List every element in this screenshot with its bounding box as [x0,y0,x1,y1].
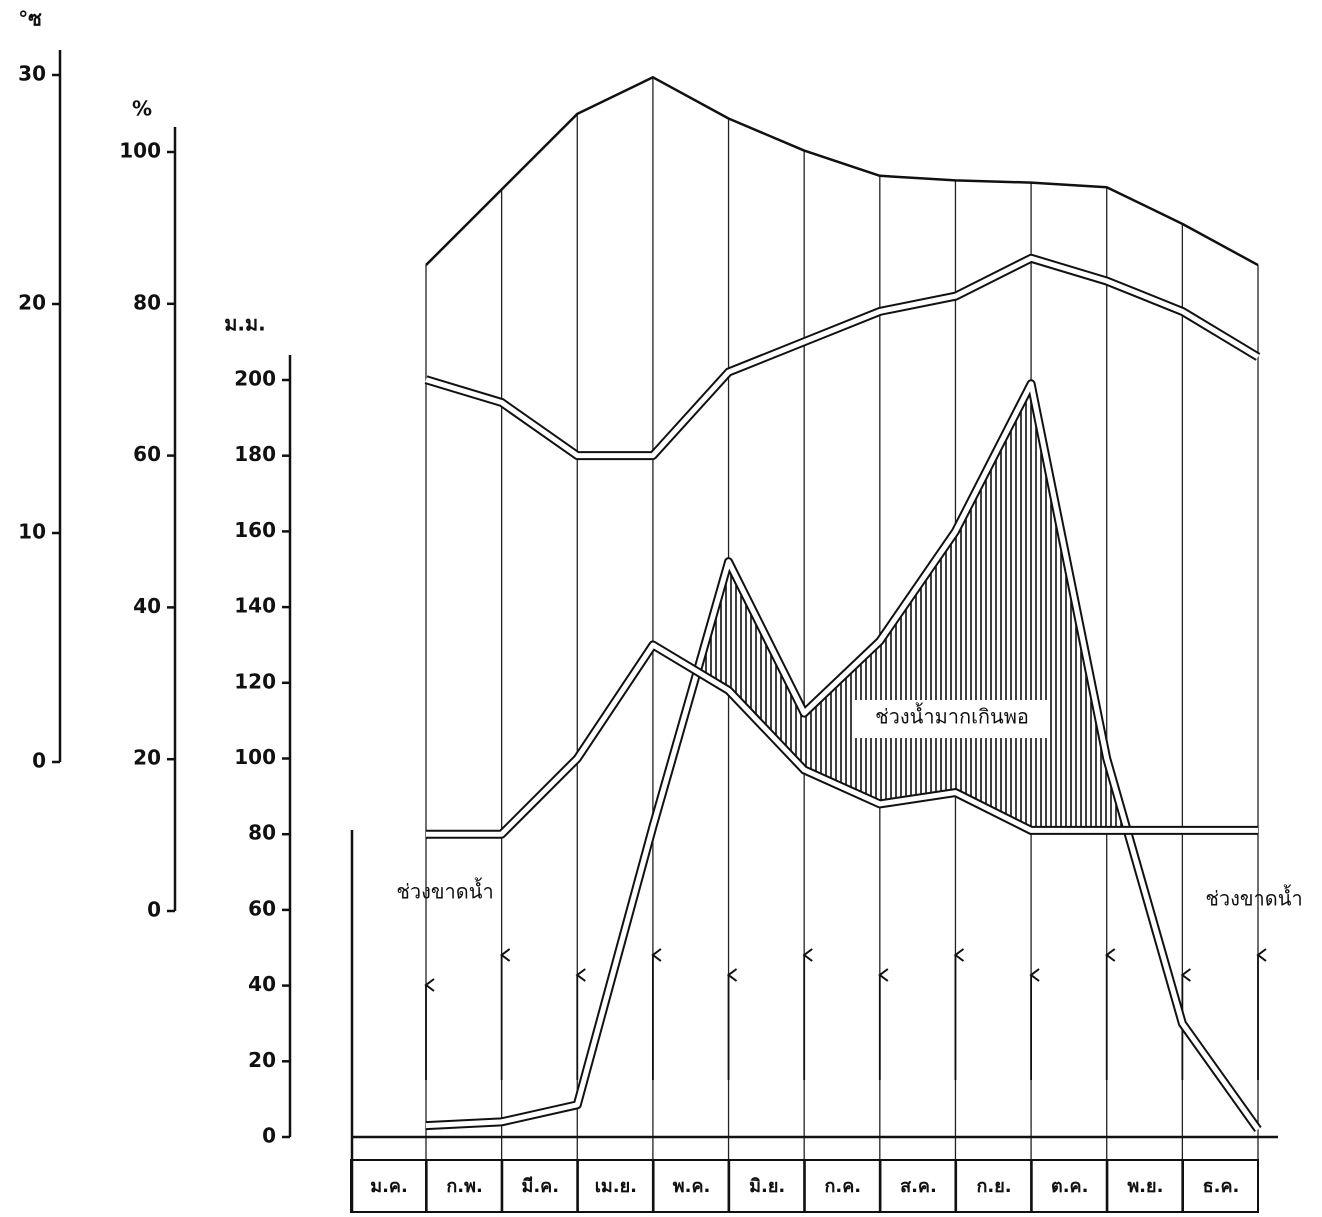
annotation: ช่วงน้ำมากเกินพอ [875,703,1029,729]
tick-label: 0 [262,1124,276,1148]
tick-label: 80 [133,290,161,314]
annotation: ช่วงขาดน้ำ [396,878,493,904]
tick-label: 40 [133,594,161,618]
tick-label: 140 [234,594,276,618]
x-tick-label: มิ.ย. [749,1176,785,1197]
tick-label: 20 [18,291,46,315]
x-tick-label: ก.ย. [977,1176,1012,1197]
x-tick-label: ต.ค. [1051,1176,1088,1197]
tick-label: 10 [18,520,46,544]
tick-label: 80 [248,821,276,845]
tick-label: 20 [133,746,161,770]
x-tick-label: พ.ค. [673,1176,711,1197]
tick-label: 0 [147,898,161,922]
tick-label: 200 [234,367,276,391]
y-title: ม.ม. [224,312,266,336]
surplus-area [426,384,1258,1137]
y3-title: °ซ [18,7,42,31]
x-tick-label: ธ.ค. [1203,1176,1240,1197]
tick-label: 120 [234,669,276,693]
x-tick-label: ก.พ. [446,1176,482,1197]
chart: °ซ % ม.ม. 020406080100120140160180200020… [0,0,1322,1217]
series-line [426,258,1258,455]
tick-label: 20 [248,1048,276,1072]
annotation: ช่วงขาดน้ำ [1205,885,1302,911]
tick-label: 60 [133,442,161,466]
tick-label: 30 [18,62,46,86]
tick-label: 100 [234,745,276,769]
tick-label: 0 [32,749,46,773]
y2-title: % [132,97,152,121]
x-tick-label: ก.ค. [825,1176,862,1197]
tick-label: 40 [248,972,276,996]
x-tick-label: มี.ค. [521,1176,559,1197]
tick-label: 180 [234,442,276,466]
tick-label: 100 [119,139,161,163]
tick-label: 160 [234,518,276,542]
x-tick-label: พ.ย. [1127,1176,1163,1197]
x-tick-label: ม.ค. [370,1176,408,1197]
tick-label: 60 [248,896,276,920]
x-tick-label: เม.ย. [595,1176,637,1197]
series-line [426,77,1258,265]
x-tick-label: ส.ค. [900,1176,937,1197]
